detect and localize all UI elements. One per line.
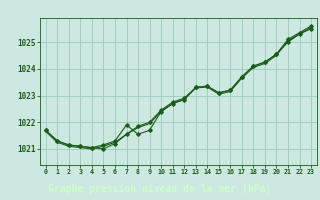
Text: Graphe pression niveau de la mer (hPa): Graphe pression niveau de la mer (hPa) xyxy=(48,183,272,194)
